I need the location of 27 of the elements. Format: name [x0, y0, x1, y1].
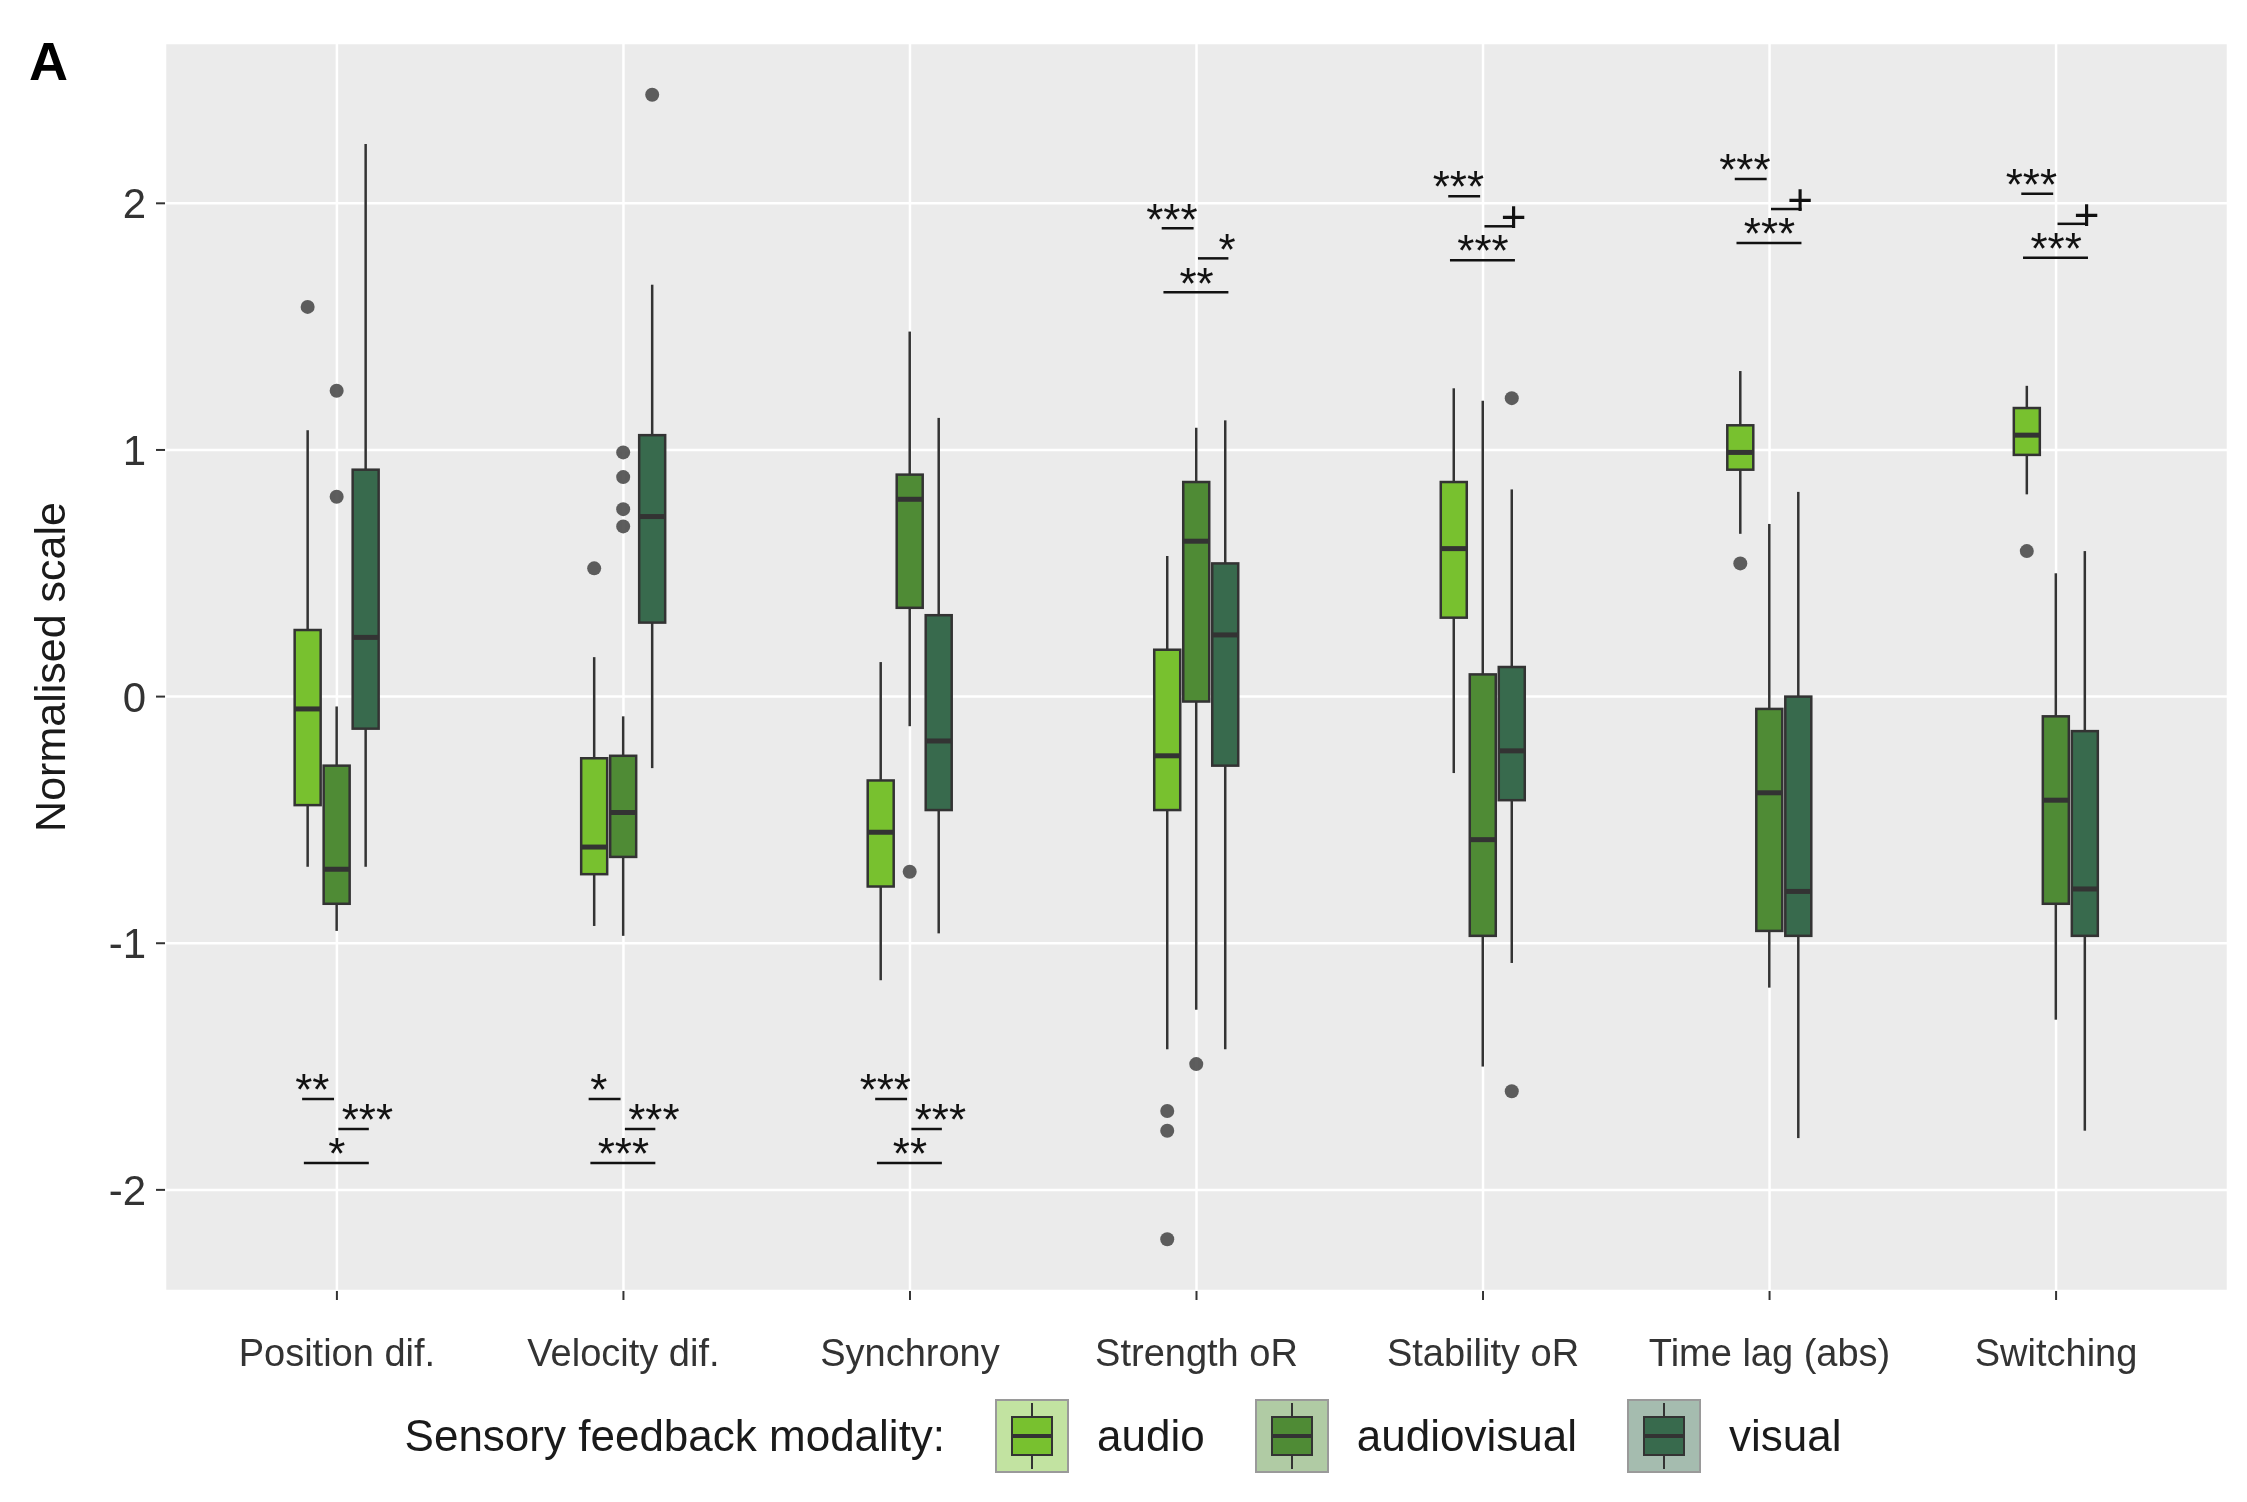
- y-tick-label: -2: [108, 1166, 146, 1214]
- x-tick-label: Time lag (abs): [1648, 1331, 1891, 1374]
- y-tick-label: -1: [108, 920, 146, 968]
- legend-label: visual: [1728, 1411, 1842, 1461]
- legend-title: Sensory feedback modality:: [404, 1411, 946, 1461]
- chart-title: A: [29, 31, 68, 91]
- legend-label: audiovisual: [1356, 1411, 1577, 1461]
- y-axis-title: Normalised scale: [26, 502, 74, 832]
- annotation: *: [1218, 224, 1236, 274]
- x-tick-label: Stability oR: [1386, 1331, 1580, 1374]
- x-tick-label: Velocity dif.: [527, 1331, 720, 1374]
- y-tick-label: 0: [122, 673, 146, 721]
- annotation: ***: [1146, 194, 1198, 244]
- annotation: *: [590, 1065, 608, 1115]
- x-tick-label: Switching: [1974, 1331, 2138, 1374]
- annotation: ***: [1719, 145, 1771, 195]
- y-tick-label: 1: [122, 426, 146, 474]
- legend-label: audio: [1097, 1411, 1205, 1461]
- x-tick-label: Synchrony: [820, 1331, 1000, 1374]
- annotation: **: [1179, 258, 1214, 308]
- x-tick-label: Position dif.: [238, 1331, 436, 1374]
- annotation: ***: [2005, 160, 2058, 210]
- annotation: **: [295, 1065, 330, 1115]
- annotation: ***: [1432, 162, 1485, 212]
- y-tick-label: 2: [122, 180, 146, 228]
- annotation: ***: [859, 1065, 912, 1115]
- x-tick-label: Strength oR: [1095, 1331, 1298, 1374]
